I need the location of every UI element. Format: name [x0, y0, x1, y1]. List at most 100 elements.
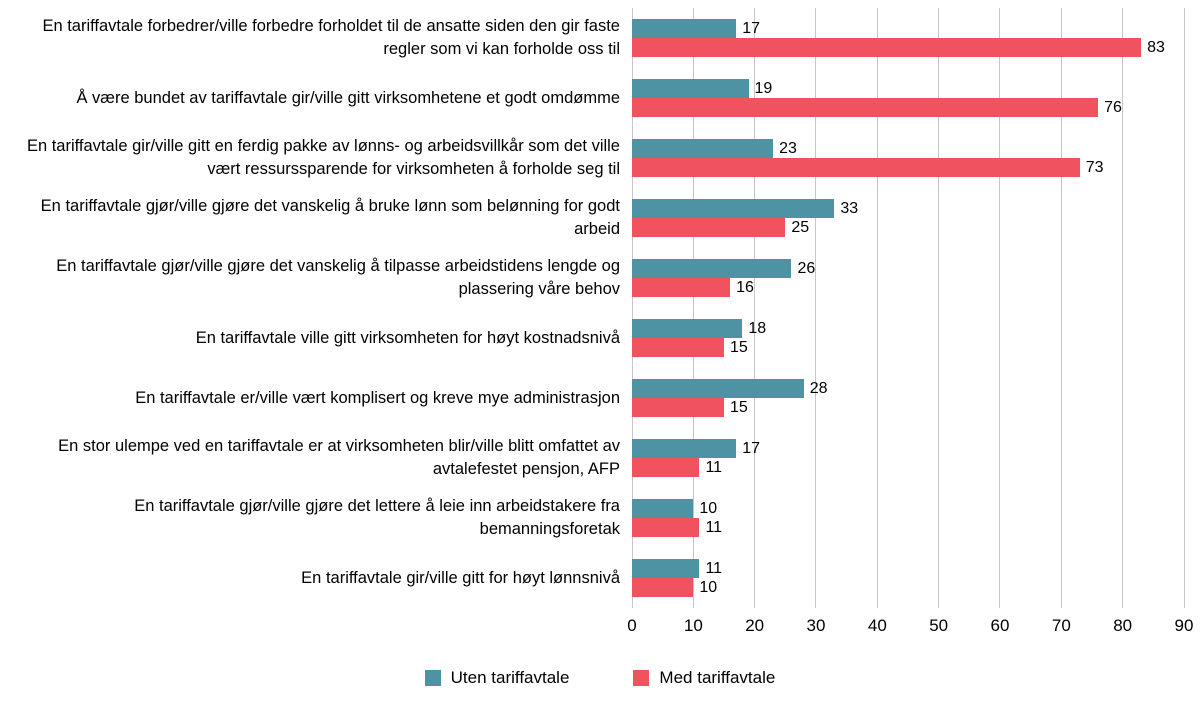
legend-label: Uten tariffavtale — [450, 668, 570, 687]
gridline — [876, 8, 878, 608]
bar-med-tariffavtale — [632, 338, 724, 357]
bar-wrap: 83 — [632, 38, 1184, 57]
bar-value-label: 17 — [742, 19, 761, 37]
category-label: Å være bundet av tariffavtale gir/ville … — [76, 88, 620, 107]
bar-value-label: 11 — [705, 559, 723, 577]
bar-group: 28 15 — [632, 368, 1184, 428]
legend-label: Med tariffavtale — [659, 668, 776, 687]
x-axis: 0 10 20 30 40 50 60 70 80 90 — [627, 608, 1193, 644]
x-tick-label: 0 — [627, 616, 637, 635]
bar-uten-tariffavtale — [632, 19, 737, 38]
category-label: En tariffavtale gir/ville gitt for høyt … — [301, 568, 620, 587]
bar-uten-tariffavtale — [632, 319, 743, 338]
bar-med-tariffavtale — [632, 398, 724, 417]
bar-value-label: 28 — [809, 379, 828, 397]
x-tick-label: 40 — [867, 616, 887, 635]
bar-value-label: 11 — [705, 518, 723, 536]
bar-value-label: 10 — [699, 499, 718, 517]
bar-uten-tariffavtale — [632, 139, 774, 158]
bar-group: 17 83 — [632, 8, 1184, 68]
bar-wrap: 28 — [632, 379, 1184, 398]
bar-uten-tariffavtale — [632, 439, 737, 458]
x-tick-label: 90 — [1174, 616, 1194, 635]
bar-value-label: 18 — [748, 319, 767, 337]
x-tick-label: 20 — [745, 616, 765, 635]
gridline — [631, 8, 633, 608]
bar-uten-tariffavtale — [632, 199, 835, 218]
bar-wrap: 11 — [632, 458, 1184, 477]
legend-item-med-tariffavtale: Med tariffavtale — [633, 668, 775, 688]
bar-wrap: 10 — [632, 499, 1184, 518]
bar-value-label: 23 — [779, 139, 797, 157]
chart-area: En tariffavtale forbedrer/ville forbedre… — [0, 8, 1200, 644]
category-label: En tariffavtale er/ville vært komplisert… — [135, 388, 620, 407]
bar-value-label: 25 — [791, 218, 810, 236]
bar-group: 10 11 — [632, 488, 1184, 548]
category-label: En tariffavtale gjør/ville gjøre det van… — [40, 197, 620, 238]
gridline — [1122, 8, 1124, 608]
bar-value-label: 15 — [730, 338, 748, 356]
bar-value-label: 17 — [742, 439, 761, 457]
bar-wrap: 11 — [632, 559, 1184, 578]
bar-uten-tariffavtale — [632, 499, 694, 518]
bar-med-tariffavtale — [632, 158, 1080, 177]
x-tick-label: 50 — [929, 616, 949, 635]
bar-wrap: 73 — [632, 158, 1184, 177]
bar-group: 26 16 — [632, 248, 1184, 308]
bar-med-tariffavtale — [632, 578, 694, 597]
bar-wrap: 19 — [632, 79, 1184, 98]
bar-uten-tariffavtale — [632, 379, 804, 398]
legend-swatch-icon — [633, 670, 650, 686]
bar-med-tariffavtale — [632, 518, 700, 537]
x-tick-label: 10 — [683, 616, 703, 635]
plot-area: 17 83 19 76 23 73 33 25 26 16 18 15 28 15 17 11 10 11 11 10 — [631, 8, 1185, 608]
bar-rows: 17 83 19 76 23 73 33 25 26 16 18 15 28 15 17 11 10 11 11 10 — [632, 8, 1184, 608]
x-tick-label: 30 — [806, 616, 826, 635]
bar-wrap: 17 — [632, 19, 1184, 38]
bar-med-tariffavtale — [632, 218, 786, 237]
bar-group: 33 25 — [632, 188, 1184, 248]
bar-value-label: 83 — [1147, 38, 1165, 56]
bar-wrap: 18 — [632, 319, 1184, 338]
bar-group: 18 15 — [632, 308, 1184, 368]
bar-wrap: 26 — [632, 259, 1184, 278]
bar-uten-tariffavtale — [632, 259, 792, 278]
gridline — [815, 8, 817, 608]
bar-value-label: 76 — [1104, 98, 1122, 116]
category-label: En tariffavtale gjør/ville gjøre det let… — [134, 497, 620, 538]
bar-value-label: 73 — [1085, 158, 1104, 176]
x-tick-label: 70 — [1051, 616, 1071, 635]
bar-uten-tariffavtale — [632, 79, 749, 98]
bar-wrap: 76 — [632, 98, 1184, 117]
plot-column: 17 83 19 76 23 73 33 25 26 16 18 15 28 15 17 11 10 11 11 10… — [627, 8, 1193, 644]
bar-wrap: 11 — [632, 518, 1184, 537]
legend: Uten tariffavtale Med tariffavtale — [0, 668, 1200, 688]
legend-item-uten-tariffavtale: Uten tariffavtale — [424, 668, 570, 688]
bar-value-label: 11 — [705, 458, 723, 476]
gridline — [999, 8, 1001, 608]
bar-med-tariffavtale — [632, 278, 731, 297]
bar-wrap: 16 — [632, 278, 1184, 297]
bar-wrap: 23 — [632, 139, 1184, 158]
bar-value-label: 19 — [754, 79, 773, 97]
bar-group: 17 11 — [632, 428, 1184, 488]
legend-swatch-icon — [424, 670, 441, 686]
bar-group: 23 73 — [632, 128, 1184, 188]
category-labels-column: En tariffavtale forbedrer/ville forbedre… — [0, 8, 632, 644]
category-label: En tariffavtale gjør/ville gjøre det van… — [56, 257, 620, 298]
bar-value-label: 10 — [699, 578, 718, 596]
gridline — [1183, 8, 1185, 608]
bar-med-tariffavtale — [632, 98, 1099, 117]
bar-uten-tariffavtale — [632, 559, 700, 578]
gridline — [1060, 8, 1062, 608]
bar-group: 11 10 — [632, 548, 1184, 608]
bar-med-tariffavtale — [632, 458, 700, 477]
bar-value-label: 15 — [730, 398, 748, 416]
category-label: En tariffavtale forbedrer/ville forbedre… — [42, 17, 620, 58]
category-label: En tariffavtale ville gitt virksomheten … — [195, 328, 620, 347]
x-tick-label: 80 — [1113, 616, 1133, 635]
category-label: En stor ulempe ved en tariffavtale er at… — [58, 437, 620, 478]
bar-wrap: 15 — [632, 398, 1184, 417]
gridline — [754, 8, 756, 608]
